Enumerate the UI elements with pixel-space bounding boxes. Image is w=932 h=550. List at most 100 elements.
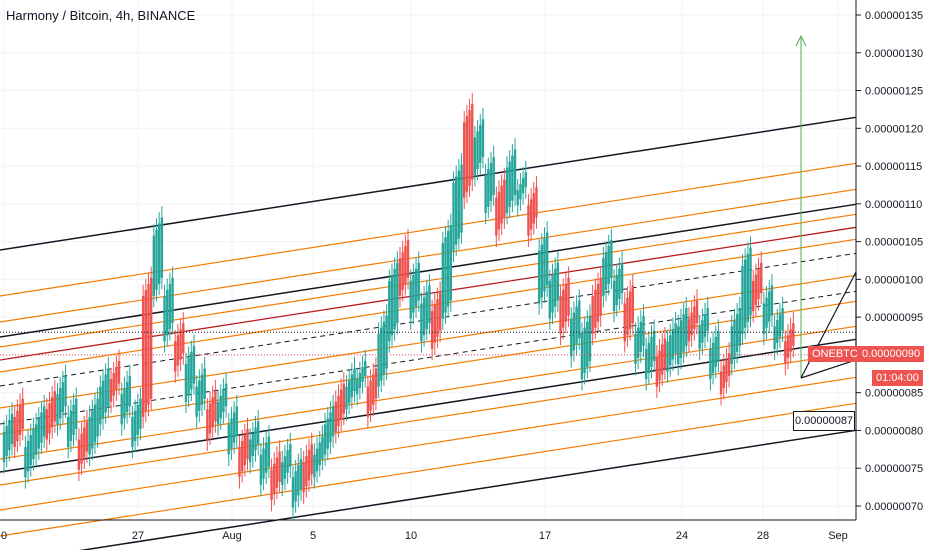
- candle-body: [265, 442, 268, 473]
- candle-body: [709, 348, 712, 380]
- candle-body: [364, 360, 367, 377]
- candle-body: [406, 240, 410, 278]
- candle-body: [353, 368, 356, 392]
- candle-body: [773, 326, 776, 349]
- symbol-tag: ONEBTC: [808, 346, 862, 362]
- fib-level-line: [0, 188, 857, 323]
- candle-body: [452, 182, 455, 251]
- candle-body: [746, 253, 750, 322]
- candle-body: [149, 277, 153, 399]
- candle-body: [310, 444, 313, 475]
- candle-body: [208, 403, 212, 434]
- candle-body: [315, 448, 319, 472]
- candle-body: [117, 360, 121, 384]
- candle-body: [471, 104, 474, 180]
- candle-body: [634, 333, 637, 364]
- candle-body: [655, 356, 659, 387]
- candle-body: [465, 116, 469, 192]
- candle-body: [570, 318, 573, 357]
- fib-level-line: [0, 274, 857, 409]
- candle-body: [784, 341, 787, 364]
- candle-body: [58, 388, 62, 419]
- candle-body: [527, 205, 530, 236]
- candle-body: [99, 386, 102, 425]
- candle-body: [369, 380, 372, 411]
- candle-body: [18, 404, 22, 435]
- bar-countdown: 01:04:00: [872, 370, 923, 386]
- candle-body: [214, 391, 217, 422]
- candle-body: [85, 421, 89, 452]
- candle-body: [115, 367, 118, 390]
- candle-body: [484, 175, 487, 213]
- candle-body: [545, 232, 549, 286]
- candle-body: [642, 315, 645, 346]
- candle-body: [13, 416, 16, 448]
- candle-body: [136, 404, 139, 435]
- candle-body: [206, 409, 209, 440]
- candle-body: [497, 191, 501, 230]
- time-tick-label: Aug: [222, 530, 242, 542]
- candle-body: [337, 395, 340, 426]
- candle-body: [139, 398, 142, 429]
- candle-body: [372, 374, 375, 405]
- candle-body: [216, 401, 220, 425]
- candle-body: [473, 137, 477, 176]
- candle-body: [297, 465, 300, 496]
- candle-body: [698, 326, 701, 349]
- candle-body: [329, 412, 332, 443]
- channel-dashed-line: [0, 290, 857, 425]
- candle-body: [321, 436, 324, 460]
- candle-body: [652, 330, 656, 361]
- candle-body: [631, 285, 634, 324]
- candle-body: [428, 285, 431, 324]
- candle-body: [240, 441, 244, 472]
- candle-body: [580, 333, 584, 380]
- candle-body: [289, 444, 292, 467]
- fib-level-line: [0, 376, 857, 511]
- candle-body: [722, 365, 725, 389]
- candle-body: [176, 335, 180, 366]
- candle-body: [685, 308, 688, 346]
- candle-body: [701, 320, 704, 343]
- candle-body: [326, 418, 329, 449]
- candle-body: [318, 442, 321, 466]
- candle-body: [278, 451, 281, 482]
- candle-body: [21, 398, 24, 429]
- candle-body: [468, 110, 471, 186]
- fib-level-line: [0, 402, 857, 537]
- candle-body: [16, 410, 19, 442]
- price-tick-label: 0.00000110: [865, 199, 922, 211]
- price-tick-label: 0.00000070: [865, 501, 923, 513]
- candle-body: [548, 280, 552, 319]
- candle-body: [61, 382, 65, 413]
- time-tick-label: 10: [405, 530, 417, 542]
- candle-body: [179, 329, 182, 360]
- candle-body: [10, 413, 14, 445]
- median-line: [0, 226, 857, 361]
- candle-body: [93, 404, 97, 443]
- price-axis: 0.00000135 0.00000130 0.00000125 0.00000120…: [856, 10, 923, 513]
- candle-body: [412, 274, 415, 313]
- candle-body: [457, 170, 461, 239]
- candle-body: [760, 262, 763, 293]
- candle-body: [409, 280, 412, 319]
- candle-body: [762, 303, 766, 334]
- candle-body: [128, 376, 131, 407]
- candle-body: [420, 303, 423, 342]
- candle-body: [230, 418, 233, 449]
- ruler-value-box[interactable]: 0.00000087: [793, 411, 855, 431]
- candle-body: [669, 335, 672, 366]
- candle-body: [735, 314, 739, 352]
- candle-body: [294, 471, 297, 502]
- price-tick-label: 0.00000135: [865, 10, 923, 22]
- candle-body: [623, 303, 626, 342]
- candle-body: [559, 296, 562, 334]
- channel-upper-line: [0, 116, 857, 251]
- candle-body: [417, 262, 420, 301]
- candle-body: [513, 149, 517, 195]
- candle-body: [390, 274, 394, 336]
- chart-title: Harmony / Bitcoin, 4h, BINANCE: [6, 8, 196, 23]
- candle-body: [703, 314, 707, 337]
- candle-body: [24, 447, 27, 478]
